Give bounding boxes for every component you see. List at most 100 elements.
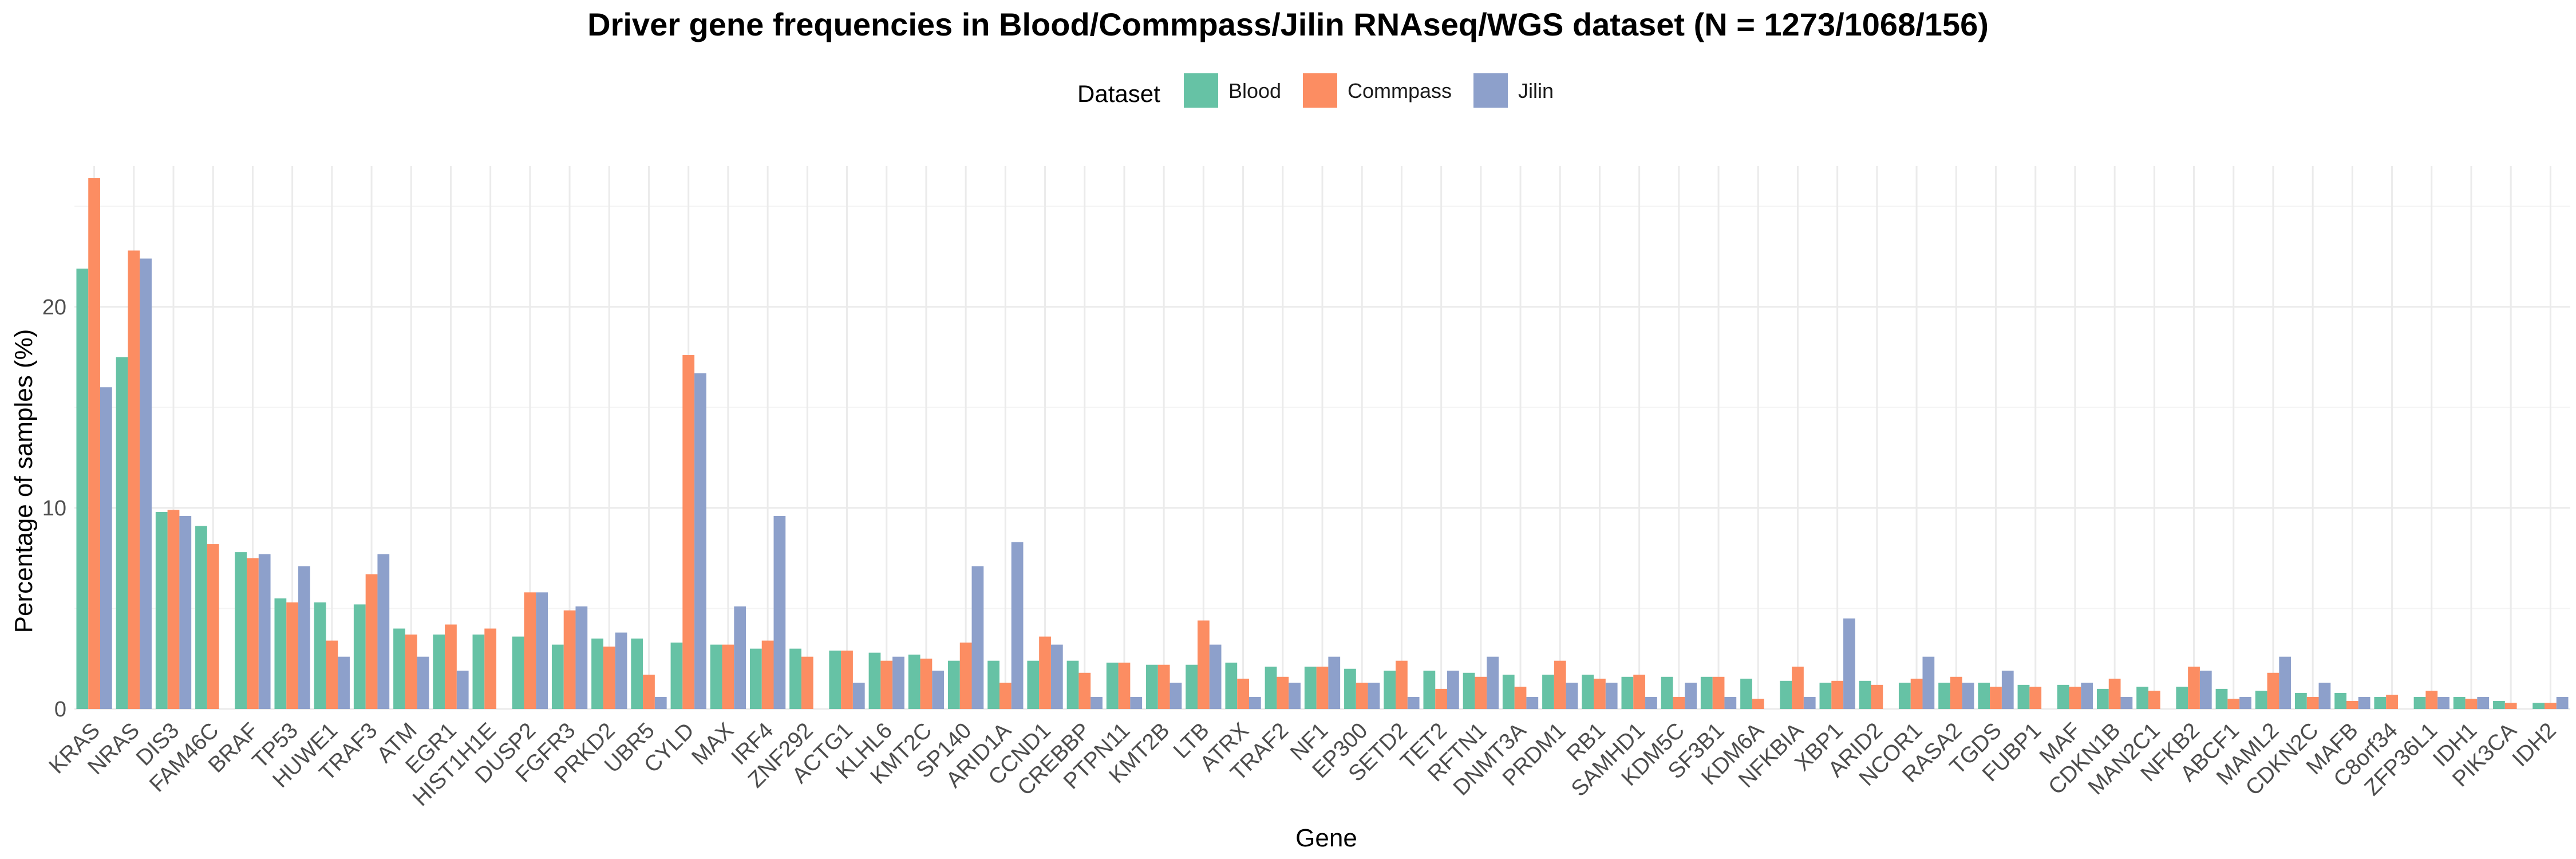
bar-commpass-traf2 [1277,676,1289,709]
bar-jilin-tp53 [298,566,310,709]
bar-blood-traf3 [353,604,366,709]
bar-blood-tgds [1978,683,1990,709]
bar-jilin-ptpn11 [1130,696,1143,709]
y-tick-label: 20 [42,295,66,320]
bar-blood-sf3b1 [1700,676,1713,709]
bar-jilin-crebbp [1091,696,1103,709]
bar-commpass-rb1 [1594,679,1606,709]
bar-jilin-kmt2c [932,671,945,709]
bar-blood-max [710,644,722,709]
bar-jilin-ccnd1 [1050,644,1063,709]
bar-jilin-tgds [2001,671,2014,709]
bar-jilin-setd2 [1407,696,1420,709]
legend-label-commpass: Commpass [1348,79,1452,103]
x-axis: KRASNRASDIS3FAM46CBRAFTP53HUWE1TRAF3ATME… [44,718,2561,811]
bar-blood-ncor1 [1898,683,1911,709]
bar-commpass-sf3b1 [1712,676,1725,709]
bar-jilin-ltb [1209,644,1222,709]
bar-commpass-max [722,644,734,709]
bar-jilin-xbp1 [1843,618,1855,709]
bar-commpass-fgfr3 [563,610,576,709]
bar-commpass-nf1 [1316,667,1329,709]
bar-jilin-cyld [694,373,706,709]
bar-jilin-sp140 [971,566,984,709]
bar-jilin-idh1 [2477,696,2490,709]
bar-commpass-zfp36l1 [2425,691,2438,709]
y-tick-label: 0 [54,698,66,722]
bar-jilin-rb1 [1605,683,1618,709]
bar-blood-mafb [2334,692,2346,709]
bar-blood-dis3 [155,511,168,709]
bar-jilin-nfkb2 [2199,671,2212,709]
legend: Dataset Blood Commpass Jilin [1077,73,1554,108]
bar-blood-xbp1 [1819,683,1832,709]
bar-jilin-dis3 [179,515,192,709]
bar-blood-atm [393,628,405,709]
bar-blood-kdm6a [1740,679,1752,709]
bar-commpass-znf292 [801,656,813,709]
bar-jilin-kdm5c [1685,683,1697,709]
bar-commpass-arid2 [1871,684,1883,709]
bar-commpass-dusp2 [524,592,536,709]
bar-commpass-pik3ca [2504,703,2517,709]
bar-commpass-dis3 [167,510,180,709]
bar-jilin-ubr5 [654,696,667,709]
bar-commpass-atrx [1237,679,1249,709]
bar-blood-setd2 [1384,671,1396,709]
bar-blood-fam46c [195,526,207,709]
bar-commpass-klhl6 [880,660,893,709]
bar-blood-nf1 [1304,667,1317,709]
bar-jilin-arid1a [1011,542,1024,709]
bar-blood-nras [116,357,128,709]
bar-jilin-kras [100,387,112,709]
bar-commpass-nras [128,250,140,710]
bar-commpass-kras [88,178,100,709]
bar-blood-arid1a [987,660,999,709]
bar-commpass-fubp1 [2029,687,2042,709]
bar-jilin-zfp36l1 [2437,696,2449,709]
bar-commpass-abcf1 [2227,699,2240,709]
legend-label-jilin: Jilin [1518,79,1554,103]
bar-blood-prkd2 [591,639,603,709]
bar-commpass-cdkn2c [2306,696,2319,709]
bar-blood-pik3ca [2493,700,2505,709]
bar-commpass-tp53 [286,602,299,709]
bar-commpass-xbp1 [1831,680,1844,709]
bar-jilin-dusp2 [536,592,548,709]
bar-jilin-egr1 [456,671,469,709]
plot-area: 0 10 20 KRASNRASDIS3FAM46CBRAFTP53HUWE1TRA… [42,166,2570,811]
bar-blood-crebbp [1066,660,1079,709]
bar-blood-atrx [1225,663,1238,709]
bar-jilin-dnmt3a [1526,696,1539,709]
bar-commpass-dnmt3a [1514,687,1527,709]
bar-jilin-atrx [1249,696,1261,709]
bar-commpass-samhd1 [1633,675,1646,709]
bar-blood-cyld [670,643,683,709]
bar-commpass-irf4 [761,640,774,709]
bar-commpass-nfkbia [1792,667,1804,709]
bar-jilin-traf2 [1289,683,1301,709]
bar-commpass-prdm1 [1554,660,1566,709]
bar-blood-dusp2 [512,636,524,709]
bar-commpass-c8orf34 [2386,695,2398,709]
y-axis-title: Percentage of samples (%) [10,329,38,633]
bar-blood-kmt2b [1146,664,1158,709]
x-axis-title: Gene [1295,824,1357,852]
bar-jilin-klhl6 [892,656,904,709]
bar-jilin-max [734,606,746,709]
bar-blood-huwe1 [314,602,326,709]
bar-blood-klhl6 [868,652,881,709]
bar-blood-arid2 [1859,680,1871,709]
bar-commpass-ltb [1198,620,1210,709]
bar-commpass-ncor1 [1910,679,1923,709]
legend-key-commpass [1303,73,1337,108]
bar-jilin-tet2 [1447,671,1459,709]
bar-jilin-cdkn1b [2120,696,2133,709]
bar-jilin-kmt2b [1170,683,1182,709]
legend-title: Dataset [1077,80,1160,107]
bar-blood-ccnd1 [1027,660,1040,709]
bar-blood-maf [2057,684,2069,709]
bar-blood-cdkn2c [2295,692,2307,709]
bar-commpass-cdkn1b [2108,679,2121,709]
